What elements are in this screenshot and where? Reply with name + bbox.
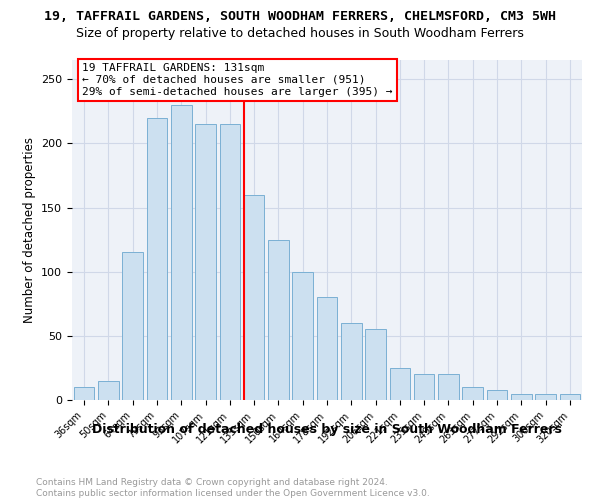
Bar [560, 394, 580, 400]
Bar [244, 194, 265, 400]
Text: 19 TAFFRAIL GARDENS: 131sqm
← 70% of detached houses are smaller (951)
29% of se: 19 TAFFRAIL GARDENS: 131sqm ← 70% of det… [82, 64, 392, 96]
Bar [171, 105, 191, 400]
Y-axis label: Number of detached properties: Number of detached properties [23, 137, 35, 323]
Bar [463, 387, 483, 400]
Text: 19, TAFFRAIL GARDENS, SOUTH WOODHAM FERRERS, CHELMSFORD, CM3 5WH: 19, TAFFRAIL GARDENS, SOUTH WOODHAM FERR… [44, 10, 556, 23]
Bar [74, 387, 94, 400]
Text: Contains HM Land Registry data © Crown copyright and database right 2024.
Contai: Contains HM Land Registry data © Crown c… [36, 478, 430, 498]
Bar [341, 323, 362, 400]
Bar [195, 124, 216, 400]
Bar [98, 381, 119, 400]
Bar [511, 394, 532, 400]
Bar [389, 368, 410, 400]
Bar [122, 252, 143, 400]
Text: Distribution of detached houses by size in South Woodham Ferrers: Distribution of detached houses by size … [92, 422, 562, 436]
Bar [365, 330, 386, 400]
Text: Size of property relative to detached houses in South Woodham Ferrers: Size of property relative to detached ho… [76, 28, 524, 40]
Bar [414, 374, 434, 400]
Bar [268, 240, 289, 400]
Bar [220, 124, 240, 400]
Bar [438, 374, 459, 400]
Bar [292, 272, 313, 400]
Bar [317, 298, 337, 400]
Bar [487, 390, 508, 400]
Bar [146, 118, 167, 400]
Bar [535, 394, 556, 400]
